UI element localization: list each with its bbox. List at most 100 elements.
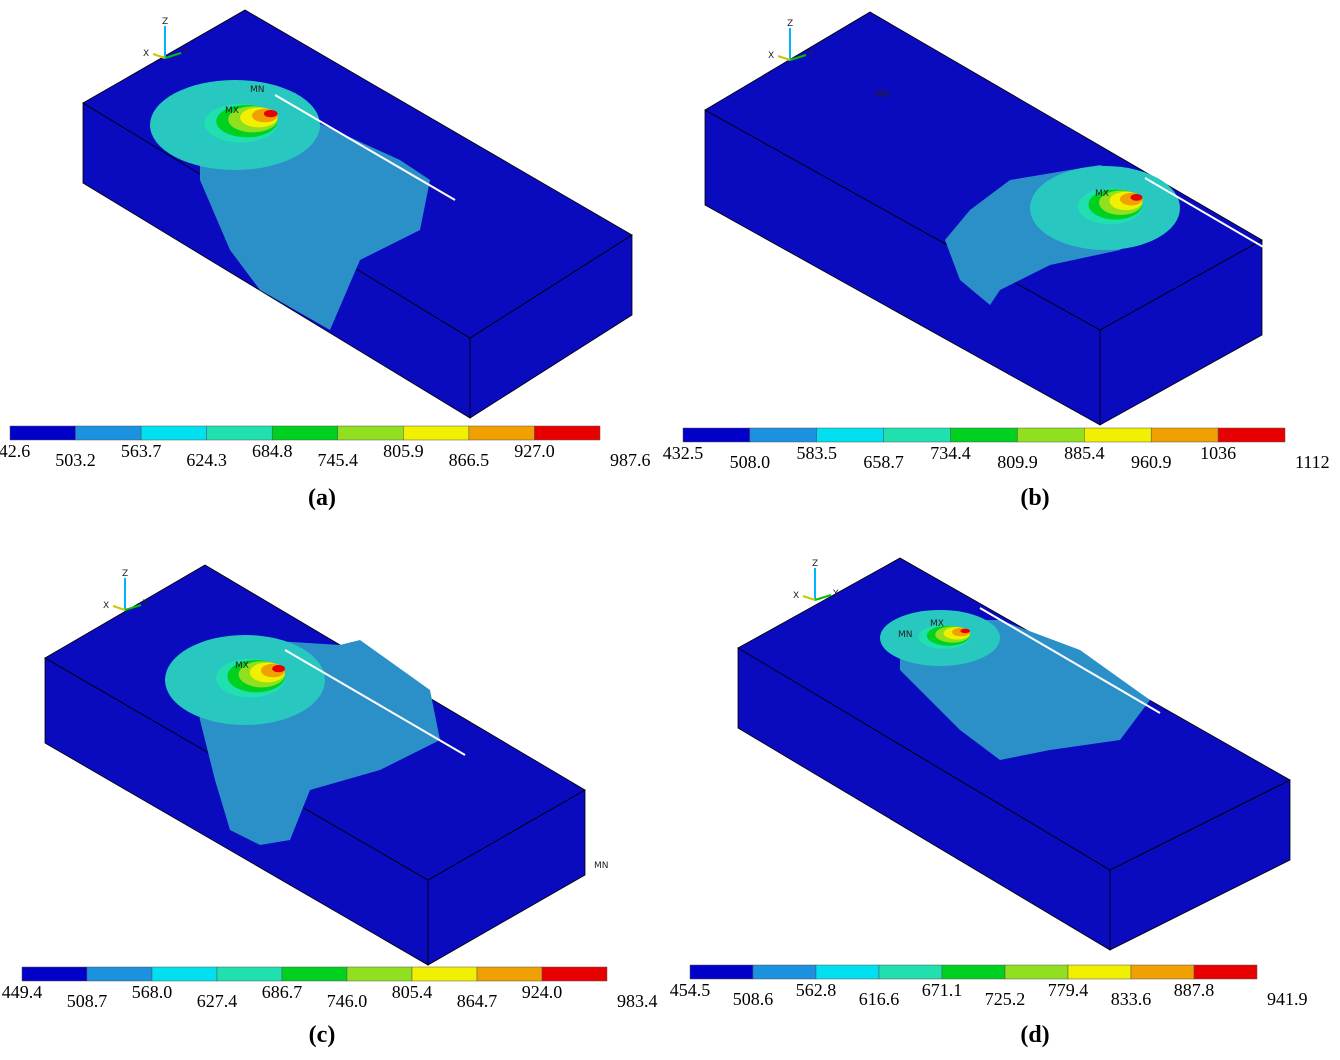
colorbar-segment bbox=[1017, 428, 1084, 442]
triad-label-x: X bbox=[793, 591, 799, 601]
colorbar-label: 779.4 bbox=[1048, 980, 1089, 1000]
colorbar-segment bbox=[141, 426, 207, 440]
colorbar-label: 563.7 bbox=[121, 441, 162, 461]
colorbar-label: 1036 bbox=[1200, 443, 1236, 463]
triad-label-y: Y bbox=[142, 599, 149, 609]
colorbar-label: 864.7 bbox=[457, 991, 498, 1011]
colorbar-label: 927.0 bbox=[514, 441, 555, 461]
heat-contour bbox=[272, 665, 285, 672]
colorbar-segment bbox=[690, 965, 753, 979]
colorbar-label: 734.4 bbox=[930, 443, 971, 463]
colorbar-segment bbox=[1151, 428, 1218, 442]
triad-x bbox=[153, 54, 165, 58]
colorbar-label: 454.5 bbox=[670, 980, 711, 1000]
colorbar-segment bbox=[750, 428, 817, 442]
colorbar-label: 924.0 bbox=[522, 982, 563, 1002]
triad-x bbox=[113, 606, 125, 610]
colorbar-segment bbox=[403, 426, 469, 440]
heat-contour bbox=[264, 110, 278, 117]
colorbar-label: 568.0 bbox=[132, 982, 173, 1002]
triad-label-y: Y bbox=[807, 49, 814, 59]
colorbar-segment bbox=[1084, 428, 1151, 442]
triad-label-x: X bbox=[143, 49, 149, 59]
colorbar-segment bbox=[884, 428, 951, 442]
min-marker: MN bbox=[875, 90, 890, 100]
triad-label-z: Z bbox=[787, 19, 793, 29]
colorbar-label: 671.1 bbox=[922, 980, 963, 1000]
panel-label: (a) bbox=[308, 485, 336, 511]
colorbar-label: 442.6 bbox=[0, 441, 30, 461]
colorbar-label: 745.4 bbox=[318, 450, 359, 470]
colorbar-segment bbox=[534, 426, 600, 440]
colorbar-label: 885.4 bbox=[1064, 443, 1105, 463]
max-marker: MX bbox=[235, 661, 249, 671]
figure: MXMNXYZ442.6503.2563.7624.3684.8745.4805… bbox=[0, 0, 1340, 1060]
triad-x bbox=[778, 56, 790, 60]
colorbar-segment bbox=[347, 967, 412, 981]
colorbar-segment bbox=[272, 426, 338, 440]
colorbar-segment bbox=[816, 965, 879, 979]
heat-contour bbox=[960, 629, 970, 633]
colorbar-label: 624.3 bbox=[186, 450, 227, 470]
min-marker: MN bbox=[250, 85, 265, 95]
panel-label: (c) bbox=[309, 1022, 336, 1048]
panel-label: (d) bbox=[1020, 1022, 1049, 1048]
panel-label: (b) bbox=[1020, 485, 1049, 511]
colorbar-segment bbox=[22, 967, 87, 981]
colorbar-segment bbox=[10, 426, 76, 440]
colorbar-label: 1112 bbox=[1295, 452, 1330, 472]
colorbar-segment bbox=[542, 967, 607, 981]
colorbar-segment bbox=[338, 426, 404, 440]
colorbar-segment bbox=[1218, 428, 1285, 442]
colorbar-label: 809.9 bbox=[997, 452, 1038, 472]
heat-contour bbox=[1131, 194, 1143, 201]
colorbar-label: 941.9 bbox=[1267, 989, 1308, 1009]
colorbar-label: 987.6 bbox=[610, 450, 651, 470]
colorbar-segment bbox=[152, 967, 217, 981]
colorbar-segment bbox=[942, 965, 1005, 979]
colorbar-label: 583.5 bbox=[797, 443, 838, 463]
colorbar-segment bbox=[412, 967, 477, 981]
max-marker: MX bbox=[1095, 189, 1109, 199]
colorbar-label: 805.9 bbox=[383, 441, 424, 461]
colorbar-label: 508.7 bbox=[67, 991, 108, 1011]
colorbar-segment bbox=[217, 967, 282, 981]
triad-label-x: X bbox=[768, 51, 774, 61]
colorbar-segment bbox=[469, 426, 535, 440]
colorbar-segment bbox=[87, 967, 152, 981]
max-marker: MX bbox=[225, 106, 239, 116]
triad-label-y: Y bbox=[182, 47, 189, 57]
colorbar-segment bbox=[1131, 965, 1194, 979]
colorbar-label: 983.4 bbox=[617, 991, 658, 1011]
colorbar-segment bbox=[817, 428, 884, 442]
colorbar-label: 508.0 bbox=[730, 452, 771, 472]
triad-x bbox=[803, 596, 815, 600]
panel: MX MN X Y Z 432.5 508.0 583.5 658.7 734.4 809.9 885… bbox=[663, 12, 1330, 511]
colorbar-label: 686.7 bbox=[262, 982, 303, 1002]
colorbar-label: 627.4 bbox=[197, 991, 238, 1011]
colorbar-label: 833.6 bbox=[1111, 989, 1152, 1009]
colorbar-segment bbox=[1005, 965, 1068, 979]
triad-label-x: X bbox=[103, 601, 109, 611]
colorbar-label: 684.8 bbox=[252, 441, 293, 461]
colorbar-label: 805.4 bbox=[392, 982, 433, 1002]
colorbar-label: 449.4 bbox=[2, 982, 43, 1002]
colorbar-label: 658.7 bbox=[863, 452, 904, 472]
colorbar-label: 508.6 bbox=[733, 989, 774, 1009]
colorbar-label: 432.5 bbox=[663, 443, 704, 463]
colorbar-segment bbox=[207, 426, 273, 440]
triad-label-z: Z bbox=[162, 17, 168, 27]
panel: MXMNXYZ442.6503.2563.7624.3684.8745.4805… bbox=[0, 10, 651, 511]
triad-label-z: Z bbox=[122, 569, 128, 579]
max-marker: MX bbox=[930, 619, 944, 629]
triad-label-y: Y bbox=[832, 589, 839, 599]
colorbar-segment bbox=[951, 428, 1018, 442]
colorbar-segment bbox=[76, 426, 142, 440]
colorbar-segment bbox=[282, 967, 347, 981]
colorbar-segment bbox=[477, 967, 542, 981]
colorbar-segment bbox=[753, 965, 816, 979]
colorbar-label: 960.9 bbox=[1131, 452, 1172, 472]
colorbar-label: 866.5 bbox=[449, 450, 490, 470]
